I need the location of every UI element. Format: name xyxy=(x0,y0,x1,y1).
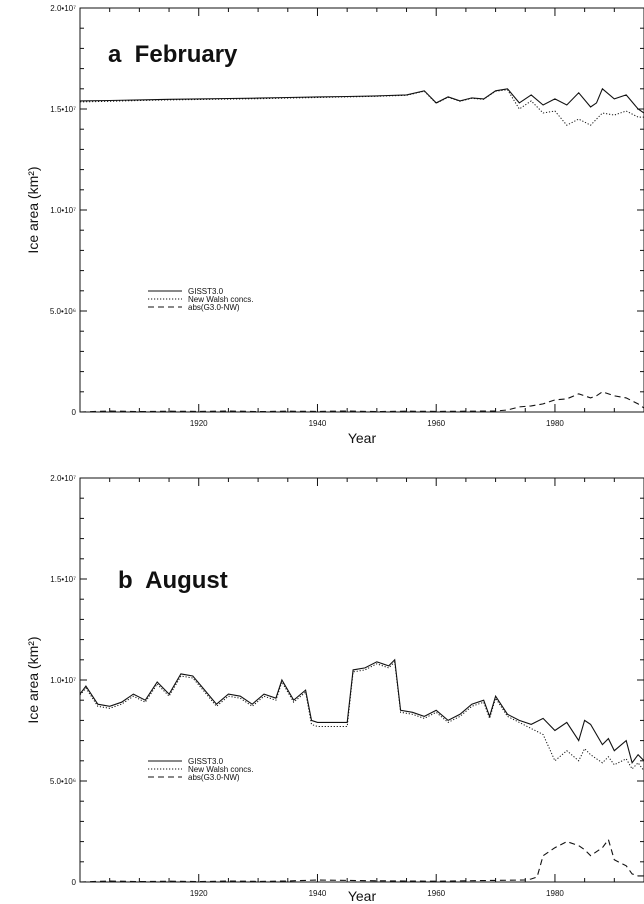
x-axis-label: Year xyxy=(348,888,377,904)
x-tick-label: 1960 xyxy=(427,889,445,898)
y-axis-ticks: 0 5.0•10⁶ 1.0•10⁷ 1.5•10⁷ 2.0•10⁷ xyxy=(50,474,644,887)
plot-frame xyxy=(79,477,644,883)
legend-label: abs(G3.0-NW) xyxy=(188,303,240,312)
y-tick-label: 0 xyxy=(72,408,77,417)
y-axis-label: Ice area (km²) xyxy=(25,166,41,253)
y-tick-label: 0 xyxy=(72,878,77,887)
legend-label: New Walsh concs. xyxy=(188,765,254,774)
y-tick-label: 5.0•10⁶ xyxy=(50,777,76,786)
x-axis-ticks: 1920 1940 1960 1980 xyxy=(79,478,644,898)
y-tick-label: 1.0•10⁷ xyxy=(50,206,76,215)
y-tick-label: 2.0•10⁷ xyxy=(50,4,76,13)
x-tick-label: 1960 xyxy=(427,419,445,428)
y-tick-label: 5.0•10⁶ xyxy=(50,307,76,316)
plot-frame xyxy=(79,7,644,413)
x-tick-label: 1920 xyxy=(190,889,208,898)
x-tick-label: 1940 xyxy=(309,889,327,898)
y-tick-label: 1.0•10⁷ xyxy=(50,676,76,685)
legend-label: New Walsh concs. xyxy=(188,295,254,304)
x-tick-label: 1980 xyxy=(546,419,564,428)
y-axis-ticks: 0 5.0•10⁶ 1.0•10⁷ 1.5•10⁷ 2.0•10⁷ xyxy=(50,4,644,417)
x-tick-label: 1940 xyxy=(309,419,327,428)
series-line-solid xyxy=(79,87,644,114)
x-tick-label: 1980 xyxy=(546,889,564,898)
series-line-solid xyxy=(79,658,644,765)
series-line-dashed xyxy=(79,838,644,883)
series-line-dotted xyxy=(79,89,644,126)
x-axis-ticks: 1920 1940 1960 1980 xyxy=(79,8,644,428)
series-line-dotted xyxy=(79,660,644,772)
y-tick-label: 1.5•10⁷ xyxy=(50,575,76,584)
legend-label: abs(G3.0-NW) xyxy=(188,773,240,782)
series-line-dashed xyxy=(79,391,644,413)
x-axis-label: Year xyxy=(348,430,377,446)
panel-title: a February xyxy=(108,41,238,68)
y-axis-label: Ice area (km²) xyxy=(25,636,41,723)
x-tick-label: 1920 xyxy=(190,419,208,428)
series-group xyxy=(79,87,644,413)
panel-february: a February 0 5.0•10⁶ 1.0•10⁷ 1.5•10⁷ 2.0•10⁷… xyxy=(25,4,644,446)
y-tick-label: 1.5•10⁷ xyxy=(50,105,76,114)
series-group xyxy=(79,658,644,883)
panel-august: b August 0 5.0•10⁶ 1.0•10⁷ 1.5•10⁷ 2.0•10⁷ 1… xyxy=(25,474,644,904)
legend-label: GISST3.0 xyxy=(188,757,224,766)
panel-title: b August xyxy=(118,567,228,594)
y-tick-label: 2.0•10⁷ xyxy=(50,474,76,483)
legend-label: GISST3.0 xyxy=(188,287,224,296)
